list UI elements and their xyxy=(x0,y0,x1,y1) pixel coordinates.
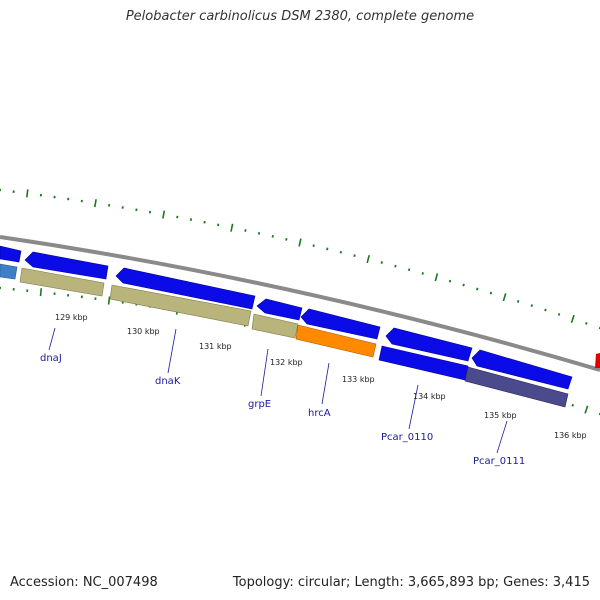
scale-tick xyxy=(271,235,274,238)
leader-line xyxy=(167,328,177,374)
scale-tick xyxy=(516,300,520,303)
gene-label-dnaK: dnaK xyxy=(155,376,181,387)
scale-tick xyxy=(502,293,507,302)
gene-label-Pcar0110: Pcar_0110 xyxy=(381,432,433,443)
scale-tick xyxy=(380,261,383,264)
inner-tick-ring xyxy=(0,286,600,416)
scale-tick xyxy=(394,264,397,268)
gene-arrow-Pcar0110-upper xyxy=(385,327,473,362)
gene-label-leaders xyxy=(48,327,508,454)
scale-tick xyxy=(26,189,29,198)
feature-grpE-lower xyxy=(251,313,299,339)
scale-tick xyxy=(257,232,261,235)
gene-label-dnaJ: dnaJ xyxy=(40,353,62,364)
scale-tick xyxy=(298,238,302,247)
scale-tick xyxy=(570,314,575,323)
scale-tick xyxy=(434,273,439,282)
kbp-label: 132 kbp xyxy=(270,358,303,367)
scale-tick xyxy=(39,288,43,297)
scale-tick xyxy=(203,220,206,224)
feature-dnaK-lower xyxy=(109,284,252,327)
feature-Pcar0111-lower xyxy=(464,366,569,408)
leader-line xyxy=(260,348,269,397)
feature-partial-lower xyxy=(0,263,18,280)
genome-stats-text: Topology: circular; Length: 3,665,893 bp… xyxy=(232,575,590,590)
scale-tick xyxy=(107,296,111,305)
scale-tick xyxy=(585,322,588,325)
scale-tick xyxy=(162,210,166,219)
scale-tick xyxy=(407,268,411,272)
gene-arrow-Pcar0111-upper xyxy=(471,349,573,390)
scale-tick xyxy=(94,199,97,208)
leader-line xyxy=(496,420,508,454)
leader-line xyxy=(48,327,56,351)
gene-arrow-grpE-upper xyxy=(256,298,303,321)
scale-tick xyxy=(557,312,561,316)
gene-label-grpE: grpE xyxy=(248,399,271,410)
scale-tick xyxy=(544,308,547,312)
scale-tick xyxy=(312,244,315,247)
gene-label-Pcar0111: Pcar_0111 xyxy=(473,456,525,467)
gene-label-hrcA: hrcA xyxy=(308,408,331,419)
scale-tick xyxy=(489,291,493,295)
gene-arrow-dnaJ-upper xyxy=(24,251,109,280)
scale-tick xyxy=(476,287,479,291)
kbp-label: 129 kbp xyxy=(55,313,88,322)
kbp-label: 130 kbp xyxy=(127,327,160,336)
accession-text: Accession: NC_007498 xyxy=(10,575,158,590)
scale-tick xyxy=(217,223,220,227)
scale-tick xyxy=(353,254,356,257)
scale-tick xyxy=(584,405,589,414)
scale-tick xyxy=(366,254,370,264)
scale-tick xyxy=(230,223,234,232)
leader-line xyxy=(321,362,330,405)
gene-arrow-dnaK-upper xyxy=(115,267,256,310)
feature-dnaJ-lower xyxy=(19,267,105,297)
scale-tick xyxy=(421,272,424,275)
kbp-labels: 129 kbp 130 kbp 131 kbp 132 kbp 133 kbp … xyxy=(55,313,587,440)
scale-tick xyxy=(244,229,247,232)
kbp-label: 135 kbp xyxy=(484,411,517,420)
scale-tick xyxy=(285,238,288,241)
kbp-label: 136 kbp xyxy=(554,431,587,440)
feature-hrcA-lower xyxy=(295,324,377,358)
gene-arrow-hrcA-upper xyxy=(300,308,381,340)
leader-line xyxy=(408,384,419,430)
gene-arrow-partial-upper xyxy=(0,245,22,263)
map-title: Pelobacter carbinolicus DSM 2380, comple… xyxy=(125,9,475,24)
scale-tick xyxy=(462,283,465,287)
outer-tick-ring xyxy=(0,188,600,330)
scale-tick xyxy=(571,403,574,407)
kbp-label: 131 kbp xyxy=(199,342,232,351)
kbp-label: 134 kbp xyxy=(413,392,446,401)
kbp-label: 133 kbp xyxy=(342,375,375,384)
gene-labels: dnaJ dnaK grpE hrcA Pcar_0110 Pcar_0111 xyxy=(40,353,525,467)
scale-tick xyxy=(339,250,343,254)
scale-tick xyxy=(448,279,452,283)
genome-backbone xyxy=(0,235,600,372)
scale-tick xyxy=(530,304,534,308)
position-marker-icon xyxy=(595,353,600,368)
scale-tick xyxy=(326,247,329,251)
